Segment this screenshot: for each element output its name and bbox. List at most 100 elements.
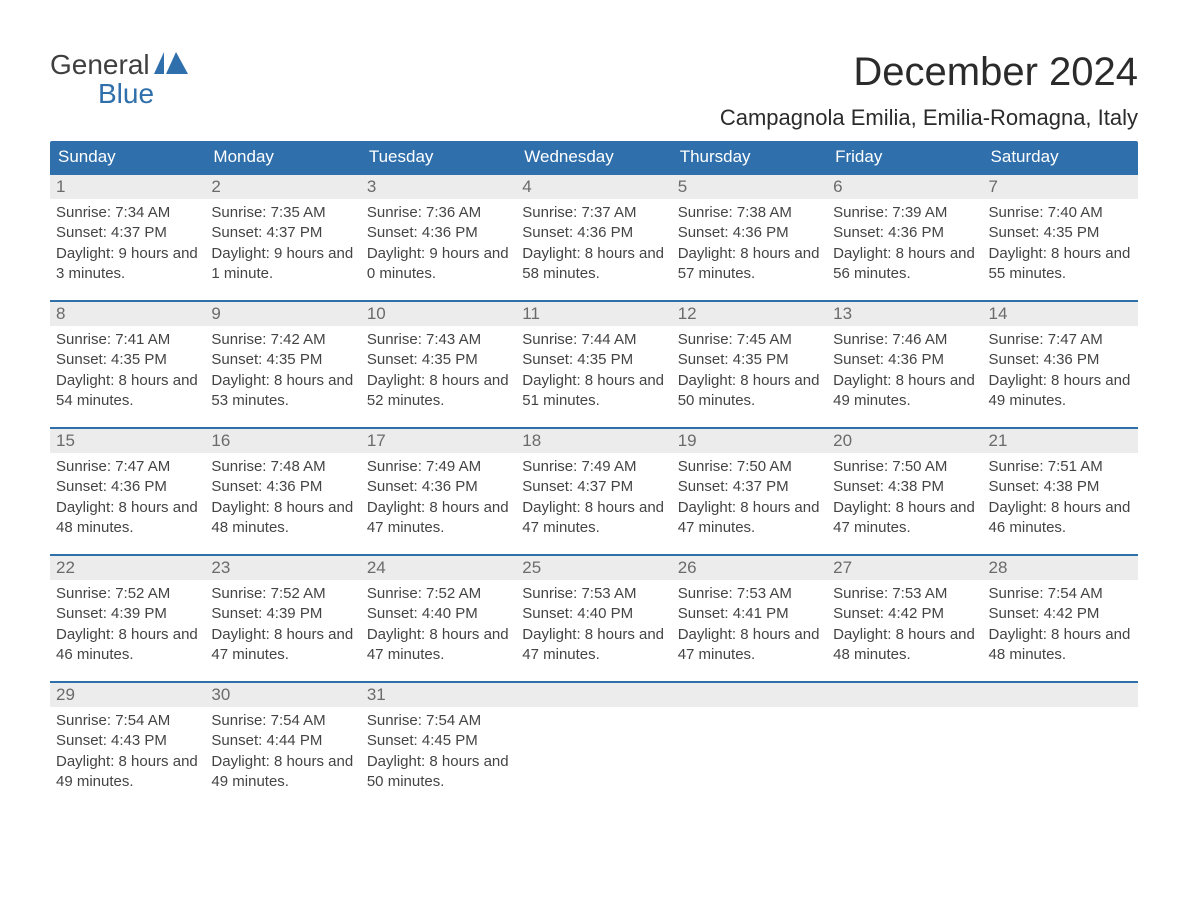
sunset-line: Sunset: 4:35 PM	[522, 350, 665, 370]
calendar-day: 30Sunrise: 7:54 AMSunset: 4:44 PMDayligh…	[205, 683, 360, 794]
sunrise-line: Sunrise: 7:36 AM	[367, 203, 510, 223]
calendar-day: 23Sunrise: 7:52 AMSunset: 4:39 PMDayligh…	[205, 556, 360, 667]
sunset-line: Sunset: 4:35 PM	[989, 223, 1132, 243]
sunset-line: Sunset: 4:37 PM	[522, 477, 665, 497]
daylight-line: Daylight: 9 hours and 0 minutes.	[367, 244, 510, 285]
day-number: 17	[361, 429, 516, 453]
calendar-day: 13Sunrise: 7:46 AMSunset: 4:36 PMDayligh…	[827, 302, 982, 413]
calendar-day	[672, 683, 827, 794]
calendar-day: 11Sunrise: 7:44 AMSunset: 4:35 PMDayligh…	[516, 302, 671, 413]
title-block: December 2024 Campagnola Emilia, Emilia-…	[720, 50, 1138, 131]
calendar-day: 8Sunrise: 7:41 AMSunset: 4:35 PMDaylight…	[50, 302, 205, 413]
day-number: 24	[361, 556, 516, 580]
day-body: Sunrise: 7:47 AMSunset: 4:36 PMDaylight:…	[983, 326, 1138, 413]
sunset-line: Sunset: 4:44 PM	[211, 731, 354, 751]
page-header: General Blue December 2024 Campagnola Em…	[50, 50, 1138, 131]
sunset-line: Sunset: 4:36 PM	[989, 350, 1132, 370]
sunset-line: Sunset: 4:39 PM	[211, 604, 354, 624]
sunrise-line: Sunrise: 7:48 AM	[211, 457, 354, 477]
sunset-line: Sunset: 4:36 PM	[367, 477, 510, 497]
daylight-line: Daylight: 8 hours and 47 minutes.	[833, 498, 976, 539]
sunset-line: Sunset: 4:35 PM	[678, 350, 821, 370]
calendar: Sunday Monday Tuesday Wednesday Thursday…	[50, 141, 1138, 794]
daylight-line: Daylight: 8 hours and 53 minutes.	[211, 371, 354, 412]
sunrise-line: Sunrise: 7:41 AM	[56, 330, 199, 350]
day-number: 12	[672, 302, 827, 326]
day-body: Sunrise: 7:52 AMSunset: 4:39 PMDaylight:…	[205, 580, 360, 667]
logo: General Blue	[50, 50, 188, 109]
day-number: 22	[50, 556, 205, 580]
sunrise-line: Sunrise: 7:34 AM	[56, 203, 199, 223]
day-body: Sunrise: 7:51 AMSunset: 4:38 PMDaylight:…	[983, 453, 1138, 540]
daylight-line: Daylight: 8 hours and 48 minutes.	[989, 625, 1132, 666]
sunrise-line: Sunrise: 7:43 AM	[367, 330, 510, 350]
sunset-line: Sunset: 4:40 PM	[522, 604, 665, 624]
day-number: 21	[983, 429, 1138, 453]
daylight-line: Daylight: 8 hours and 47 minutes.	[522, 625, 665, 666]
calendar-day: 24Sunrise: 7:52 AMSunset: 4:40 PMDayligh…	[361, 556, 516, 667]
calendar-day: 31Sunrise: 7:54 AMSunset: 4:45 PMDayligh…	[361, 683, 516, 794]
logo-flag-icon	[154, 50, 188, 79]
day-body: Sunrise: 7:53 AMSunset: 4:40 PMDaylight:…	[516, 580, 671, 667]
weekday-header: Wednesday	[516, 141, 671, 173]
sunset-line: Sunset: 4:36 PM	[678, 223, 821, 243]
day-body: Sunrise: 7:36 AMSunset: 4:36 PMDaylight:…	[361, 199, 516, 286]
calendar-day: 14Sunrise: 7:47 AMSunset: 4:36 PMDayligh…	[983, 302, 1138, 413]
daylight-line: Daylight: 8 hours and 49 minutes.	[989, 371, 1132, 412]
month-title: December 2024	[720, 50, 1138, 95]
day-number: 27	[827, 556, 982, 580]
sunset-line: Sunset: 4:35 PM	[56, 350, 199, 370]
day-body: Sunrise: 7:53 AMSunset: 4:41 PMDaylight:…	[672, 580, 827, 667]
weekday-header: Tuesday	[361, 141, 516, 173]
sunrise-line: Sunrise: 7:38 AM	[678, 203, 821, 223]
calendar-day	[983, 683, 1138, 794]
daylight-line: Daylight: 8 hours and 49 minutes.	[211, 752, 354, 793]
sunset-line: Sunset: 4:42 PM	[833, 604, 976, 624]
sunrise-line: Sunrise: 7:54 AM	[989, 584, 1132, 604]
calendar-week: 8Sunrise: 7:41 AMSunset: 4:35 PMDaylight…	[50, 300, 1138, 413]
day-body: Sunrise: 7:54 AMSunset: 4:45 PMDaylight:…	[361, 707, 516, 794]
sunset-line: Sunset: 4:37 PM	[211, 223, 354, 243]
day-body: Sunrise: 7:48 AMSunset: 4:36 PMDaylight:…	[205, 453, 360, 540]
day-number: 20	[827, 429, 982, 453]
calendar-week: 22Sunrise: 7:52 AMSunset: 4:39 PMDayligh…	[50, 554, 1138, 667]
daylight-line: Daylight: 8 hours and 46 minutes.	[989, 498, 1132, 539]
sunset-line: Sunset: 4:37 PM	[56, 223, 199, 243]
day-body: Sunrise: 7:54 AMSunset: 4:42 PMDaylight:…	[983, 580, 1138, 667]
weekday-header: Saturday	[983, 141, 1138, 173]
day-body: Sunrise: 7:44 AMSunset: 4:35 PMDaylight:…	[516, 326, 671, 413]
day-number: 9	[205, 302, 360, 326]
day-number: 31	[361, 683, 516, 707]
sunrise-line: Sunrise: 7:53 AM	[522, 584, 665, 604]
daylight-line: Daylight: 8 hours and 48 minutes.	[833, 625, 976, 666]
calendar-day: 1Sunrise: 7:34 AMSunset: 4:37 PMDaylight…	[50, 175, 205, 286]
daylight-line: Daylight: 8 hours and 47 minutes.	[522, 498, 665, 539]
sunrise-line: Sunrise: 7:39 AM	[833, 203, 976, 223]
sunset-line: Sunset: 4:41 PM	[678, 604, 821, 624]
day-body: Sunrise: 7:52 AMSunset: 4:40 PMDaylight:…	[361, 580, 516, 667]
logo-text-bottom: Blue	[50, 79, 188, 108]
calendar-day: 20Sunrise: 7:50 AMSunset: 4:38 PMDayligh…	[827, 429, 982, 540]
day-number: 16	[205, 429, 360, 453]
calendar-week: 29Sunrise: 7:54 AMSunset: 4:43 PMDayligh…	[50, 681, 1138, 794]
daylight-line: Daylight: 8 hours and 47 minutes.	[211, 625, 354, 666]
calendar-day: 22Sunrise: 7:52 AMSunset: 4:39 PMDayligh…	[50, 556, 205, 667]
logo-text-top: General	[50, 50, 150, 79]
daylight-line: Daylight: 8 hours and 49 minutes.	[833, 371, 976, 412]
sunrise-line: Sunrise: 7:53 AM	[833, 584, 976, 604]
calendar-day: 3Sunrise: 7:36 AMSunset: 4:36 PMDaylight…	[361, 175, 516, 286]
daylight-line: Daylight: 8 hours and 46 minutes.	[56, 625, 199, 666]
sunrise-line: Sunrise: 7:50 AM	[678, 457, 821, 477]
calendar-week: 1Sunrise: 7:34 AMSunset: 4:37 PMDaylight…	[50, 173, 1138, 286]
daylight-line: Daylight: 8 hours and 47 minutes.	[367, 498, 510, 539]
day-number: 30	[205, 683, 360, 707]
day-number: 23	[205, 556, 360, 580]
sunrise-line: Sunrise: 7:49 AM	[522, 457, 665, 477]
sunset-line: Sunset: 4:35 PM	[367, 350, 510, 370]
day-body: Sunrise: 7:52 AMSunset: 4:39 PMDaylight:…	[50, 580, 205, 667]
calendar-day: 29Sunrise: 7:54 AMSunset: 4:43 PMDayligh…	[50, 683, 205, 794]
day-body: Sunrise: 7:46 AMSunset: 4:36 PMDaylight:…	[827, 326, 982, 413]
calendar-day: 10Sunrise: 7:43 AMSunset: 4:35 PMDayligh…	[361, 302, 516, 413]
day-body: Sunrise: 7:38 AMSunset: 4:36 PMDaylight:…	[672, 199, 827, 286]
day-number-empty	[516, 683, 671, 707]
